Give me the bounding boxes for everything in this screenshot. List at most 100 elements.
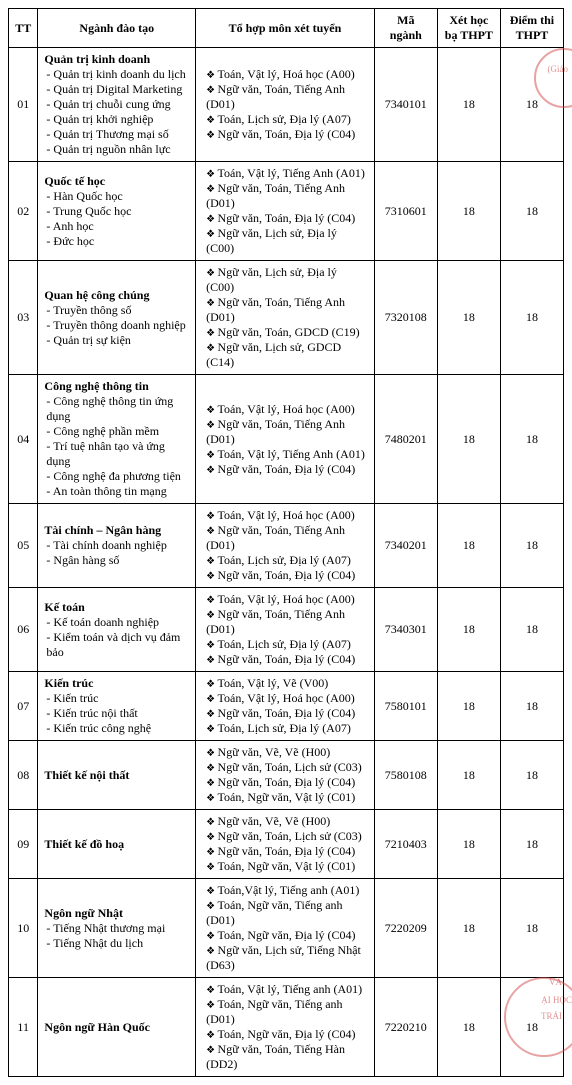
cell-nganh: Tài chính – Ngân hàngTài chính doanh ngh… (38, 504, 196, 588)
major-name: Công nghệ thông tin (44, 379, 148, 393)
cell-tohop: Toán, Vật lý, Vẽ (V00)Toán, Vật lý, Hoá … (196, 672, 375, 741)
combo-item: Ngữ văn, Lịch sử, Địa lý (C00) (202, 265, 368, 295)
table-row: 09Thiết kế đồ hoạNgữ văn, Vẽ, Vẽ (H00)Ng… (9, 810, 564, 879)
cell-xet: 18 (437, 978, 500, 1077)
table-row: 07Kiến trúcKiến trúcKiến trúc nội thấtKi… (9, 672, 564, 741)
combo-item: Toán, Lịch sử, Địa lý (A07) (202, 112, 368, 127)
cell-xet: 18 (437, 261, 500, 375)
cell-nganh: Ngôn ngữ Hàn Quốc (38, 978, 196, 1077)
cell-nganh: Kế toánKế toán doanh nghiệpKiểm toán và … (38, 588, 196, 672)
table-body: 01Quản trị kinh doanhQuản trị kinh doanh… (9, 48, 564, 1077)
major-name: Ngôn ngữ Nhật (44, 906, 123, 920)
combo-item: Toán,Vật lý, Tiếng anh (A01) (202, 883, 368, 898)
sub-major: Truyền thông doanh nghiệp (44, 318, 189, 333)
combo-item: Toán, Vật lý, Hoá học (A00) (202, 402, 368, 417)
cell-tt: 02 (9, 162, 38, 261)
combo-item: Ngữ văn, Lịch sử, Tiếng Nhật (D63) (202, 943, 368, 973)
combo-item: Ngữ văn, Toán, Tiếng Anh (D01) (202, 82, 368, 112)
cell-xet: 18 (437, 588, 500, 672)
major-name: Kế toán (44, 600, 84, 614)
combo-item: Toán, Ngữ văn, Địa lý (C04) (202, 928, 368, 943)
combo-item: Ngữ văn, Vẽ, Vẽ (H00) (202, 814, 368, 829)
sub-major: Công nghệ phần mềm (44, 424, 189, 439)
combo-item: Ngữ văn, Toán, Địa lý (C04) (202, 462, 368, 477)
combo-item: Toán, Ngữ văn, Địa lý (C04) (202, 1027, 368, 1042)
sub-major: Tiếng Nhật du lịch (44, 936, 189, 951)
table-row: 05Tài chính – Ngân hàngTài chính doanh n… (9, 504, 564, 588)
sub-major: Quản trị nguồn nhân lực (44, 142, 189, 157)
sub-major: Kiến trúc (44, 691, 189, 706)
cell-tohop: Ngữ văn, Vẽ, Vẽ (H00)Ngữ văn, Toán, Lịch… (196, 810, 375, 879)
sub-major: Đức học (44, 234, 189, 249)
cell-diem: 18 (500, 504, 563, 588)
cell-tohop: Toán, Vật lý, Tiếng Anh (A01)Ngữ văn, To… (196, 162, 375, 261)
combo-item: Ngữ văn, Toán, Tiếng Anh (D01) (202, 417, 368, 447)
cell-ma: 7480201 (374, 375, 437, 504)
cell-tohop: Toán, Vật lý, Tiếng anh (A01)Toán, Ngữ v… (196, 978, 375, 1077)
cell-diem: 18 (500, 375, 563, 504)
sub-major: Quản trị Digital Marketing (44, 82, 189, 97)
header-tt: TT (9, 9, 38, 48)
sub-major: Trung Quốc học (44, 204, 189, 219)
combo-item: Ngữ văn, Lịch sử, GDCD (C14) (202, 340, 368, 370)
combo-item: Toán, Ngữ văn, Tiếng anh (D01) (202, 997, 368, 1027)
cell-tt: 04 (9, 375, 38, 504)
table-row: 10Ngôn ngữ NhậtTiếng Nhật thương mạiTiến… (9, 879, 564, 978)
cell-tohop: Ngữ văn, Lịch sử, Địa lý (C00)Ngữ văn, T… (196, 261, 375, 375)
sub-major: Tài chính doanh nghiệp (44, 538, 189, 553)
major-name: Quốc tế học (44, 174, 105, 188)
cell-ma: 7340101 (374, 48, 437, 162)
combo-item: Ngữ văn, Toán, Địa lý (C04) (202, 568, 368, 583)
combo-item: Ngữ văn, Toán, Tiếng Anh (D01) (202, 295, 368, 325)
major-name: Ngôn ngữ Hàn Quốc (44, 1020, 150, 1034)
cell-nganh: Kiến trúcKiến trúcKiến trúc nội thấtKiến… (38, 672, 196, 741)
cell-xet: 18 (437, 810, 500, 879)
cell-tohop: Ngữ văn, Vẽ, Vẽ (H00)Ngữ văn, Toán, Lịch… (196, 741, 375, 810)
table-header: TT Ngành đào tạo Tổ hợp môn xét tuyển Mã… (9, 9, 564, 48)
combo-item: Ngữ văn, Lịch sử, Địa lý (C00) (202, 226, 368, 256)
cell-tt: 08 (9, 741, 38, 810)
combo-item: Ngữ văn, Toán, GDCD (C19) (202, 325, 368, 340)
combo-item: Toán, Ngữ văn, Vật lý (C01) (202, 859, 368, 874)
combo-item: Ngữ văn, Vẽ, Vẽ (H00) (202, 745, 368, 760)
cell-xet: 18 (437, 162, 500, 261)
cell-nganh: Thiết kế đồ hoạ (38, 810, 196, 879)
combo-item: Toán, Ngữ văn, Vật lý (C01) (202, 790, 368, 805)
admissions-table: TT Ngành đào tạo Tổ hợp môn xét tuyển Mã… (8, 8, 564, 1077)
cell-tt: 11 (9, 978, 38, 1077)
cell-xet: 18 (437, 672, 500, 741)
cell-diem: 18 (500, 261, 563, 375)
major-name: Thiết kế nội thất (44, 768, 129, 782)
sub-major: Kế toán doanh nghiệp (44, 615, 189, 630)
major-name: Quan hệ công chúng (44, 288, 149, 302)
cell-ma: 7320108 (374, 261, 437, 375)
cell-ma: 7580108 (374, 741, 437, 810)
cell-ma: 7220209 (374, 879, 437, 978)
cell-tt: 03 (9, 261, 38, 375)
combo-item: Ngữ văn, Toán, Tiếng Anh (D01) (202, 523, 368, 553)
cell-diem: 18 (500, 978, 563, 1077)
cell-nganh: Ngôn ngữ NhậtTiếng Nhật thương mạiTiếng … (38, 879, 196, 978)
cell-diem: 18 (500, 810, 563, 879)
cell-diem: 18 (500, 672, 563, 741)
combo-item: Ngữ văn, Toán, Địa lý (C04) (202, 706, 368, 721)
table-row: 01Quản trị kinh doanhQuản trị kinh doanh… (9, 48, 564, 162)
table-row: 11 Ngôn ngữ Hàn Quốc Toán, Vật lý, Tiếng a… (9, 978, 564, 1077)
cell-tt: 06 (9, 588, 38, 672)
sub-major: Công nghệ thông tin ứng dụng (44, 394, 189, 424)
header-ma: Mã ngành (374, 9, 437, 48)
header-tohop: Tổ hợp môn xét tuyển (196, 9, 375, 48)
cell-xet: 18 (437, 375, 500, 504)
cell-xet: 18 (437, 741, 500, 810)
combo-item: Toán, Vật lý, Tiếng anh (A01) (202, 982, 368, 997)
combo-item: Toán, Vật lý, Tiếng Anh (A01) (202, 447, 368, 462)
combo-item: Ngữ văn, Toán, Địa lý (C04) (202, 844, 368, 859)
sub-major: Kiến trúc công nghệ (44, 721, 189, 736)
sub-major: Quản trị sự kiện (44, 333, 189, 348)
page-wrapper: TT Ngành đào tạo Tổ hợp môn xét tuyển Mã… (8, 8, 564, 1077)
combo-item: Toán, Vật lý, Hoá học (A00) (202, 508, 368, 523)
cell-tohop: Toán, Vật lý, Hoá học (A00)Ngữ văn, Toán… (196, 48, 375, 162)
major-name: Tài chính – Ngân hàng (44, 523, 161, 537)
cell-tohop: Toán, Vật lý, Hoá học (A00)Ngữ văn, Toán… (196, 375, 375, 504)
cell-ma: 7340301 (374, 588, 437, 672)
